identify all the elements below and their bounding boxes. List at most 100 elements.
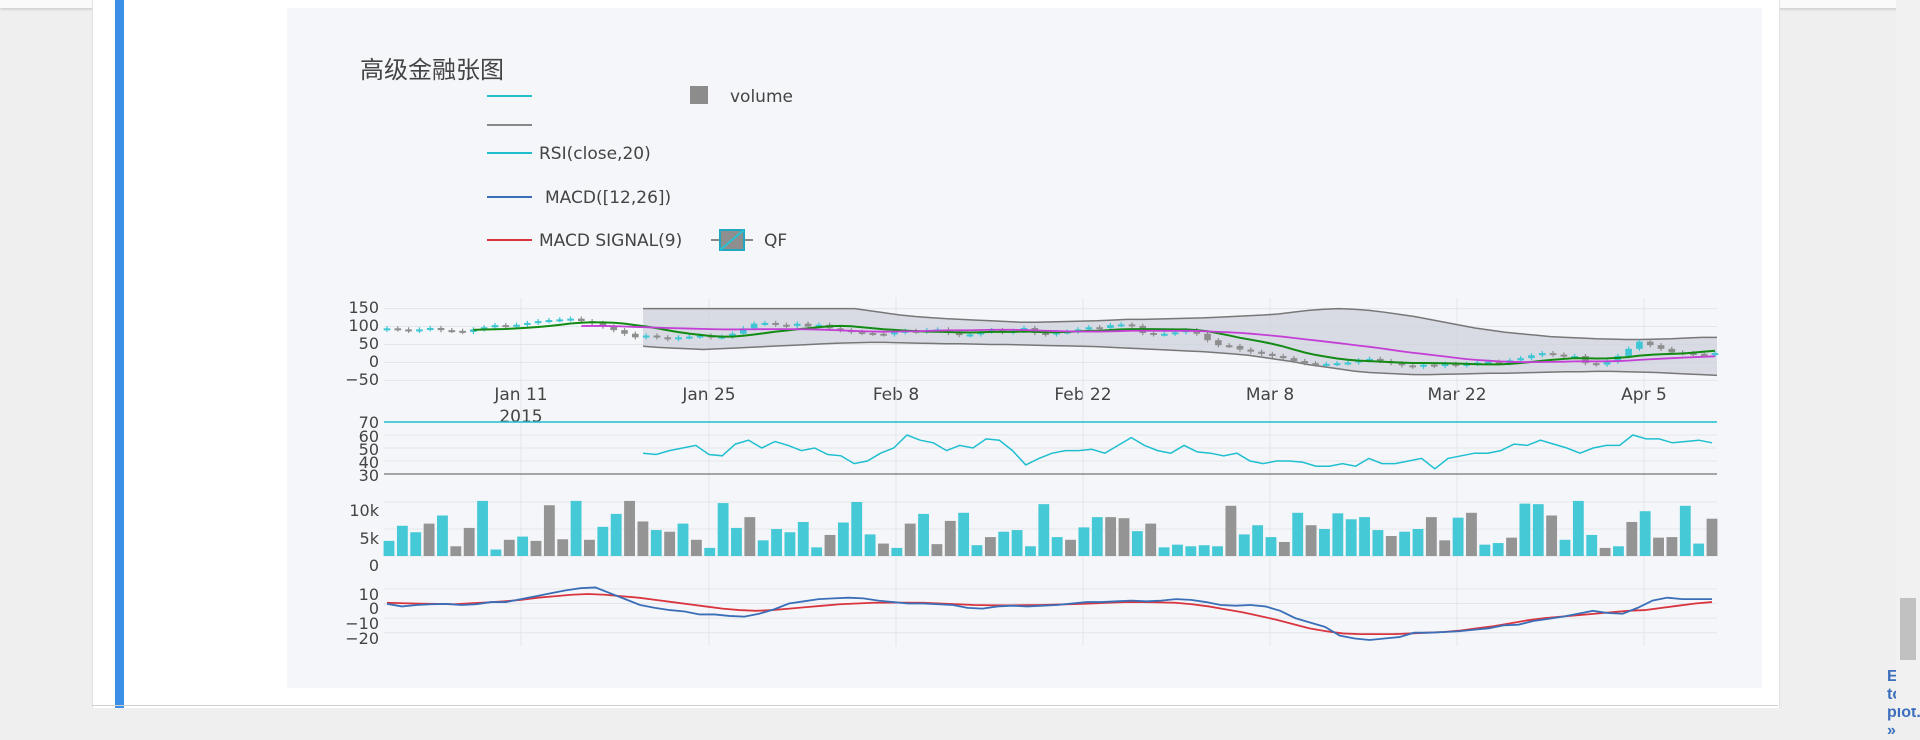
volume-bar [410,532,422,556]
candle-body [491,325,499,328]
volume-bar [744,517,756,556]
candle-body [837,328,844,331]
legend-label-macd: MACD([12,26]) [545,188,671,208]
volume-bar [437,515,448,556]
volume-bar [1118,518,1130,556]
volume-bar [1572,500,1584,556]
candle-body [685,336,693,339]
volume-bar [477,500,488,556]
volume-bar [1519,503,1531,556]
volume-bar [1399,531,1411,556]
candle-body [1528,355,1535,359]
candle-body [1484,361,1492,364]
volume-bar [1238,534,1250,556]
volume-bar [1172,544,1183,556]
candle-body [1366,358,1373,361]
candle-body [1107,325,1114,328]
candle-body [1171,332,1179,335]
macd-tick: −10 [345,614,379,633]
candle-body [1549,353,1557,356]
rsi-tick: 30 [359,466,379,485]
candle-body [416,329,423,332]
candle-body [632,333,639,338]
candle-body [1193,330,1201,334]
candle-body [599,322,607,327]
candle-body [480,327,488,330]
candle-body [1560,354,1568,357]
volume-bar [637,521,649,556]
candle-body [1495,361,1503,364]
volume-bar [904,523,916,556]
candle-body [1312,363,1319,366]
volume-bar [1158,547,1170,556]
volume-bar [1586,534,1598,556]
bollinger-lower [642,341,1718,377]
candle-body [1085,327,1093,330]
macd-tick: 0 [369,599,379,618]
volume-bar [597,526,609,556]
candle-body [869,333,877,336]
candle-body [1053,332,1060,335]
macd-signal-line [386,593,1713,636]
candle-body [1215,340,1222,346]
chart-container: 高级金融张图 RSI(close,20) MACD([12,26]) MACD … [287,8,1920,739]
legend-label-rsi: RSI(close,20) [539,144,651,164]
volume-bar [1559,539,1571,556]
candle-body [1571,355,1578,358]
volume-bar [1532,504,1544,556]
price-tick: −50 [345,370,379,389]
candle-body [1700,353,1708,356]
volume-bar [1131,531,1143,556]
candle-body [1204,333,1211,341]
legend-label-volume: volume [730,87,793,107]
candle-body [534,321,542,324]
volume-bar [1626,521,1638,556]
scrollbar[interactable] [1896,0,1920,708]
moving-average-long [581,325,1716,364]
volume-bar [797,521,809,556]
candle-body [1517,358,1524,361]
volume-bar [690,539,702,556]
volume-bar [463,527,475,556]
volume-bar [1332,513,1344,556]
scrollbar-thumb[interactable] [1900,598,1916,660]
chart-title: 高级金融张图 [360,56,504,84]
volume-bar [1319,529,1330,556]
candle-body [1592,363,1600,366]
volume-bar [1639,511,1651,556]
volume-bar [1653,537,1664,556]
candle-body [880,333,887,336]
candle-body [556,319,564,322]
candle-body [1441,363,1449,367]
rsi-tick: 40 [359,453,379,472]
volume-bar [811,547,823,556]
candle-body [1258,351,1265,354]
legend-label-signal: MACD SIGNAL(9) [539,231,682,251]
price-tick: 150 [348,298,379,317]
candle-body [1236,345,1244,350]
volume-bar [570,500,582,556]
candle-body [1269,353,1276,356]
candle-body [1420,364,1427,367]
plot-area [383,298,1719,646]
volume-bar [530,540,542,556]
volume-bar [878,543,889,556]
candle-body [1150,333,1157,336]
volume-bar [1412,529,1424,556]
volume-bar [958,512,970,556]
volume-bar [1613,546,1624,556]
volume-bar [824,534,836,556]
volume-bar [1078,527,1090,556]
volume-bar [423,523,435,556]
candle-body [1646,341,1654,346]
candle-body [1161,333,1168,336]
candle-body [426,327,434,330]
macd-tick: 10 [359,585,379,604]
volume-bar [1145,523,1157,556]
macd-line [386,586,1712,641]
candle-body [1430,364,1438,367]
volume-bar [704,547,716,556]
volume-bar [784,532,796,556]
accent-bar [115,0,124,708]
candle-body [815,324,823,327]
